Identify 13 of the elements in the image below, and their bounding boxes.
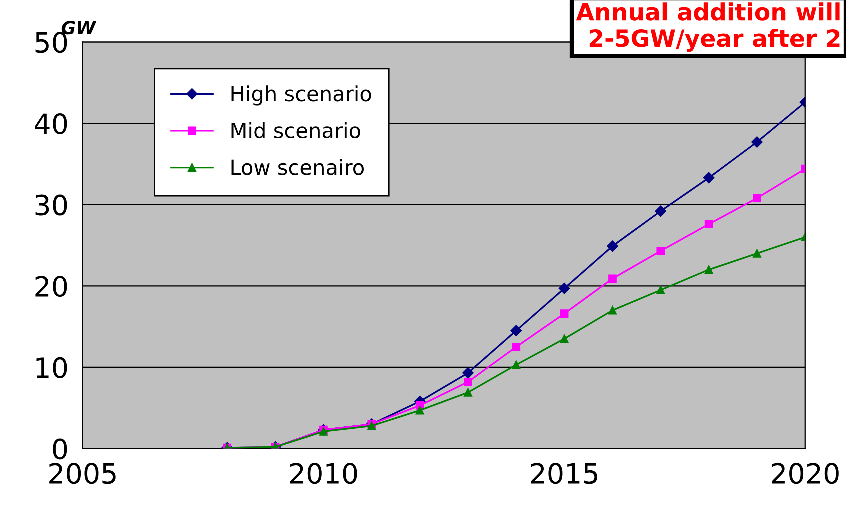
y-tick-label: 0 (53, 438, 68, 460)
x-tick-label: 2020 (772, 463, 839, 484)
x-tick-label: 2015 (531, 463, 598, 484)
x-tick-label: 2005 (50, 463, 116, 484)
legend-label: High scenario (232, 86, 372, 106)
y-tick-label: 10 (36, 357, 68, 378)
y-tick-label: 30 (36, 194, 68, 216)
annotation: Annual addition will 2-5GW/year after 2 (576, 2, 840, 52)
legend-label: Mid scenario (232, 122, 360, 139)
x-tick-label: 2010 (290, 463, 358, 484)
y-tick-label: 20 (36, 276, 68, 298)
y-tick-label: 40 (35, 113, 68, 134)
legend-label: Low scenairo (232, 159, 364, 176)
